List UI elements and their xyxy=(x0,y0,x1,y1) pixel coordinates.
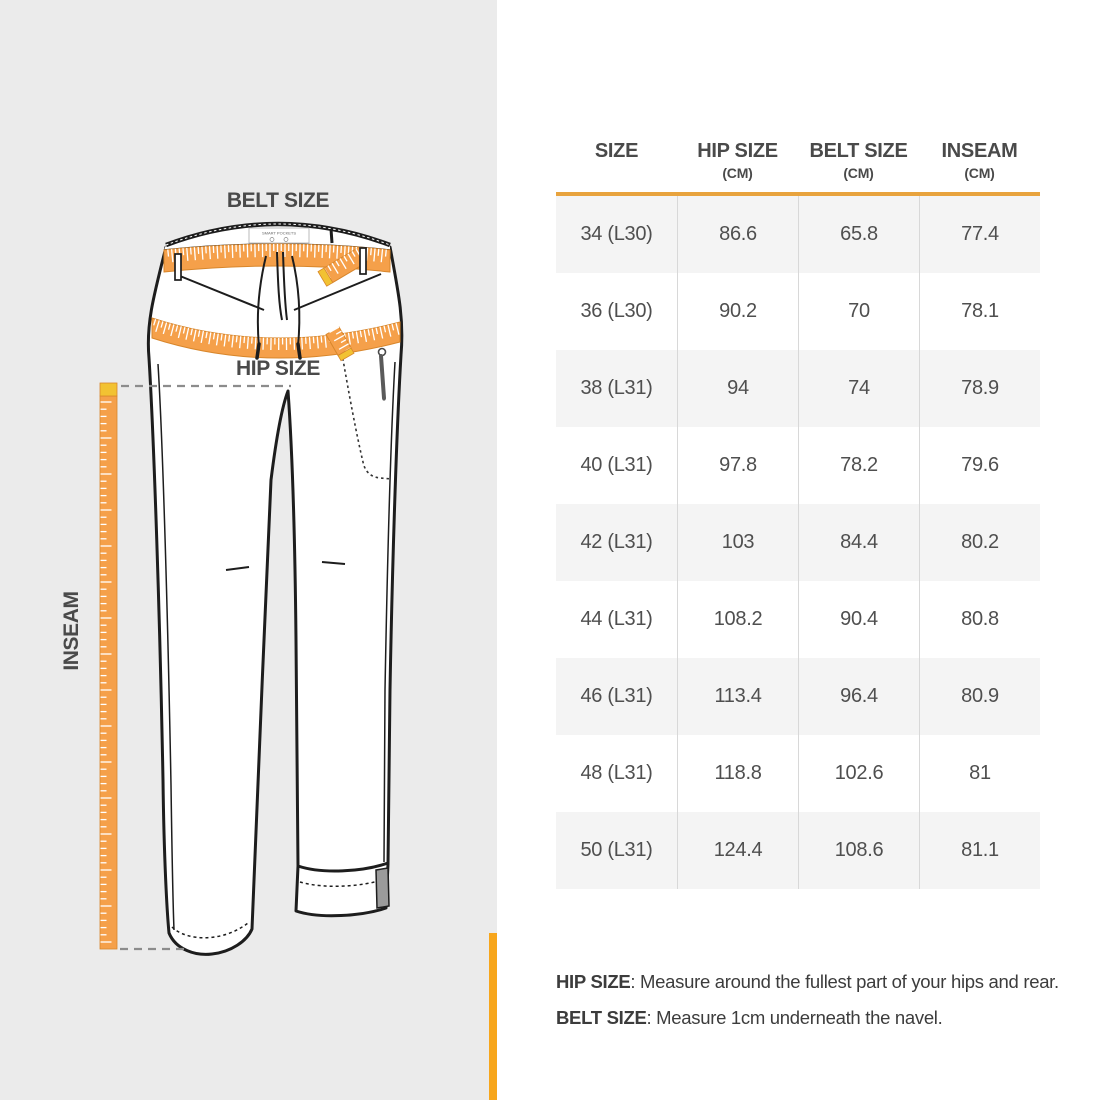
header-inseam: INSEAM (CM) xyxy=(941,140,1018,181)
pants-measurement-illustration: SMART POCKETS xyxy=(99,221,404,956)
inseam-ruler xyxy=(99,382,118,950)
table-row: 34 (L30) 86.6 65.8 77.4 xyxy=(556,196,1040,273)
inseam-label: INSEAM xyxy=(60,591,83,671)
table-row: 38 (L31) 94 74 78.9 xyxy=(556,350,1040,427)
measurement-notes: HIP SIZE: Measure around the fullest par… xyxy=(556,964,1076,1036)
belt-size-note: BELT SIZE: Measure 1cm underneath the na… xyxy=(556,1007,943,1028)
table-row: 40 (L31) 97.8 78.2 79.6 xyxy=(556,427,1040,504)
size-table-header: SIZE HIP SIZE (CM) BELT SIZE (CM) INSEAM… xyxy=(556,140,1040,182)
table-header-rule xyxy=(556,192,1040,196)
hip-size-label: HIP SIZE xyxy=(236,357,320,380)
table-row: 42 (L31) 103 84.4 80.2 xyxy=(556,504,1040,581)
table-row: 46 (L31) 113.4 96.4 80.9 xyxy=(556,658,1040,735)
waistband-care-tag xyxy=(248,227,310,244)
accent-bar xyxy=(489,933,497,1100)
pants-body xyxy=(146,228,404,956)
belt-size-label: BELT SIZE xyxy=(226,189,330,212)
rolled-cuff xyxy=(297,861,390,909)
header-size: SIZE xyxy=(594,140,639,162)
table-row: 36 (L30) 90.2 70 78.1 xyxy=(556,273,1040,350)
header-hip-size: HIP SIZE (CM) xyxy=(697,140,778,181)
belt-loops-fly xyxy=(174,247,367,321)
size-table-body: 34 (L30) 86.6 65.8 77.4 36 (L30) 90.2 70… xyxy=(556,196,1040,889)
hip-size-note: HIP SIZE: Measure around the fullest par… xyxy=(556,971,1059,992)
table-row: 44 (L31) 108.2 90.4 80.8 xyxy=(556,581,1040,658)
drawstring-cords xyxy=(255,255,302,360)
waistband-tag-text: SMART POCKETS xyxy=(262,231,296,236)
measurement-diagram-panel: SMART POCKETS xyxy=(0,0,497,1100)
size-table: SIZE HIP SIZE (CM) BELT SIZE (CM) INSEAM… xyxy=(556,140,1040,889)
hip-tape-loose-end xyxy=(325,326,355,362)
table-row: 50 (L31) 124.4 108.6 81.1 xyxy=(556,812,1040,889)
table-row: 48 (L31) 118.8 102.6 81 xyxy=(556,735,1040,812)
header-belt-size: BELT SIZE (CM) xyxy=(809,140,908,181)
hip-measuring-tape xyxy=(151,317,401,362)
